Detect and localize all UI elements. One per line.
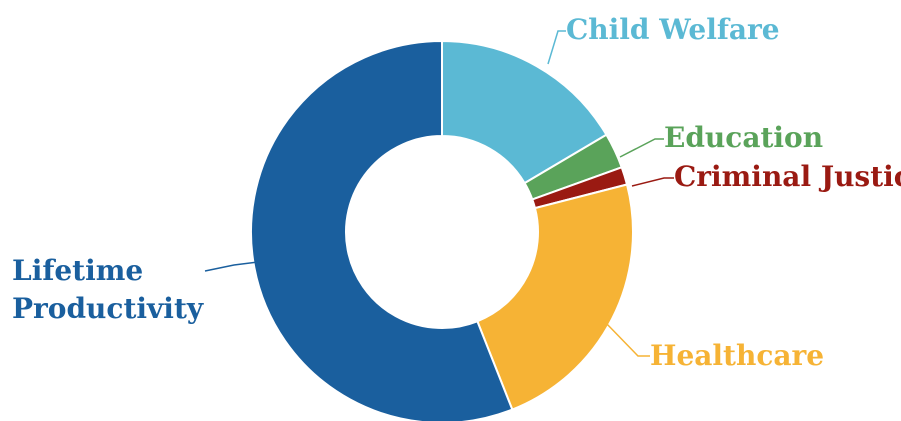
- leader-healthcare: [604, 321, 650, 357]
- label-child-welfare: Child Welfare: [566, 13, 780, 46]
- leader-education: [619, 138, 664, 158]
- donut-slices: [250, 39, 634, 421]
- slice-lifetime-productivity: [250, 39, 514, 421]
- slice-labels: Child Welfare Education Criminal Justice He…: [12, 13, 901, 372]
- label-education: Education: [664, 121, 823, 154]
- leader-criminal-justice: [631, 177, 674, 187]
- slice-child-welfare: [441, 39, 608, 185]
- label-lifetime-productivity: Lifetime Productivity: [12, 254, 204, 325]
- leader-child-welfare: [547, 30, 566, 65]
- leader-lifetime-productivity: [204, 261, 259, 272]
- label-criminal-justice: Criminal Justice: [674, 160, 901, 193]
- label-healthcare: Healthcare: [650, 339, 824, 372]
- slice-healthcare: [476, 183, 634, 411]
- leader-lines: [204, 30, 674, 357]
